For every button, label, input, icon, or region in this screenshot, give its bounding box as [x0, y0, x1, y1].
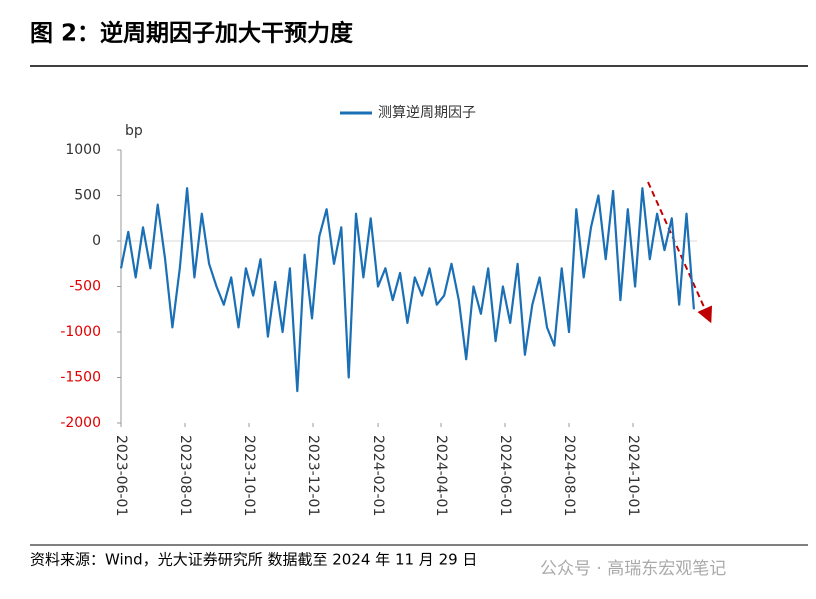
legend-label: 测算逆周期因子 [378, 105, 476, 121]
y-tick-label: 500 [74, 188, 101, 204]
x-tick-label: 2023-10-01 [241, 435, 257, 516]
y-tick-label: 1000 [65, 142, 101, 158]
trend-arrow [647, 181, 713, 324]
watermark: 公众号 · 高瑞东宏观笔记 [540, 559, 726, 579]
x-tick-label: 2024-08-01 [561, 435, 577, 516]
x-tick-label: 2024-10-01 [625, 435, 641, 516]
y-unit: bp [125, 123, 143, 139]
y-tick-label: -2000 [60, 415, 101, 431]
x-tick-label: 2023-08-01 [177, 435, 193, 516]
x-tick-label: 2023-12-01 [305, 435, 321, 516]
x-tick-label: 2023-06-01 [113, 435, 129, 516]
chart-title: 图 2：逆周期因子加大干预力度 [30, 20, 354, 47]
source: 资料来源：Wind，光大证券研究所 数据截至 2024 年 11 月 29 日 [30, 551, 477, 569]
y-tick-label: -1500 [60, 370, 101, 386]
x-tick-label: 2024-06-01 [497, 435, 513, 516]
y-tick-label: 0 [92, 233, 101, 249]
y-tick-label: -1000 [60, 324, 101, 340]
x-tick-label: 2024-04-01 [433, 435, 449, 516]
x-tick-label: 2024-02-01 [370, 435, 386, 516]
series-line [119, 187, 695, 393]
y-tick-label: -500 [69, 279, 101, 295]
